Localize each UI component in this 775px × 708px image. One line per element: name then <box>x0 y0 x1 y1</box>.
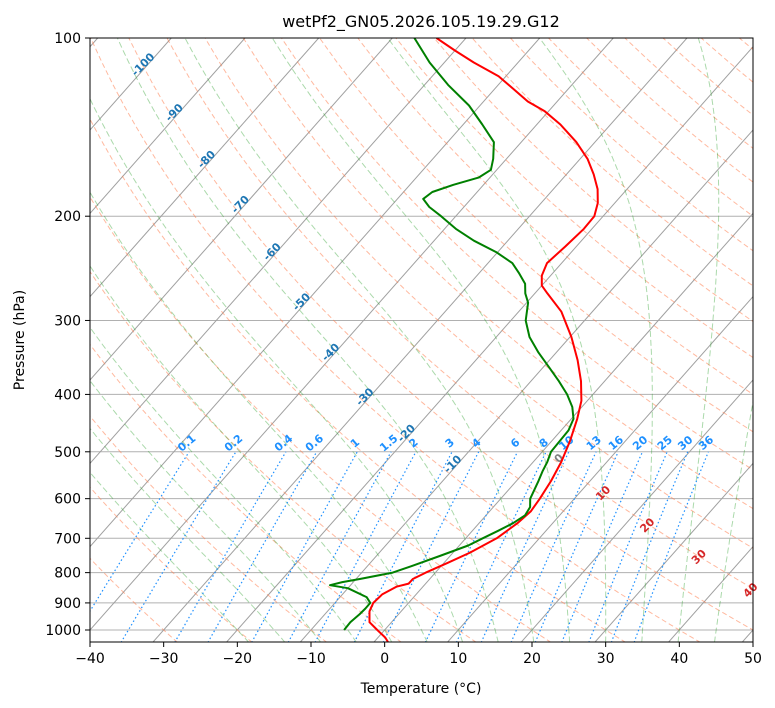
dewpoint-profile-line <box>329 38 575 631</box>
y-tick-label: 200 <box>54 209 81 225</box>
dry-adiabat <box>90 118 627 642</box>
dry-adiabat <box>90 270 477 642</box>
moist-adiabat <box>116 38 499 642</box>
isotherm--40 <box>90 38 614 631</box>
isotherm--30 <box>152 38 688 642</box>
dry-adiabat <box>204 38 753 549</box>
mixing-ratio-line <box>610 451 689 642</box>
mixing-ratio-line <box>510 451 597 642</box>
mixing-ratio-line <box>287 451 392 642</box>
dry-adiabat <box>90 195 552 642</box>
mixing-ratio-line <box>251 451 358 642</box>
y-tick-label: 900 <box>54 596 81 612</box>
mixing-ratio-line <box>120 451 237 642</box>
moist-adiabat <box>271 38 571 642</box>
dry-adiabat <box>90 38 701 642</box>
moist-adiabat <box>677 38 720 642</box>
background-lines <box>90 38 753 642</box>
x-tick-label: 10 <box>449 651 467 667</box>
plot-frame <box>89 37 754 643</box>
pressure-gridlines <box>90 37 753 631</box>
mixing-ratio-line <box>534 451 619 642</box>
moist-adiabat <box>714 398 753 642</box>
x-tick-label: 40 <box>670 651 688 667</box>
isotherm-20 <box>520 379 753 642</box>
moist-adiabat <box>90 326 357 642</box>
axis-ticks: −40 −30 −20 −10 0 10 20 30 40 50 100 200 300 400 500 60… <box>45 31 762 667</box>
moist-adiabat <box>90 97 464 642</box>
dry-adiabat <box>395 38 753 359</box>
y-tick-label: 400 <box>54 387 81 403</box>
x-axis-label: Temperature (°C) <box>360 681 482 697</box>
moist-adiabat <box>90 379 322 642</box>
isotherm-0 <box>373 212 753 642</box>
y-tick-label: 700 <box>54 531 81 547</box>
isotherm--90 <box>90 38 246 215</box>
mixing-ratio-line <box>480 451 570 642</box>
profile-series <box>329 38 599 642</box>
x-tick-label: 50 <box>744 651 762 667</box>
mixing-ratio-line <box>633 451 709 642</box>
isotherm--70 <box>90 38 393 381</box>
moist-adiabat <box>90 265 393 642</box>
plot-background <box>90 38 753 642</box>
moist-adiabat <box>539 38 653 642</box>
isotherm--60 <box>90 38 467 465</box>
mixing-ratio-line <box>561 451 644 642</box>
y-tick-label: 300 <box>54 313 81 329</box>
temperature-profile-line <box>368 38 599 642</box>
x-tick-label: 0 <box>380 651 389 667</box>
dry-adiabat <box>357 38 753 395</box>
moist-adiabat <box>184 38 535 642</box>
isotherm--80 <box>90 38 320 298</box>
mixing-ratio-line <box>90 451 190 613</box>
y-tick-label: 800 <box>54 566 81 582</box>
y-tick-label: 500 <box>54 445 81 461</box>
isotherm--20 <box>225 45 753 642</box>
dry-adiabat <box>90 343 402 642</box>
dry-adiabat <box>281 38 753 471</box>
x-tick-label: −30 <box>149 651 179 667</box>
y-tick-label: 1000 <box>45 623 81 639</box>
x-tick-label: 20 <box>523 651 541 667</box>
isotherm--10 <box>299 129 753 642</box>
dry-adiabat <box>242 38 753 510</box>
y-tick-label: 600 <box>54 492 81 508</box>
dry-adiabat <box>166 38 753 590</box>
chart-title: wetPf2_GN05.2026.105.19.29.G12 <box>282 12 560 32</box>
isotherm-30 <box>594 462 753 642</box>
x-tick-label: −10 <box>296 651 326 667</box>
mixing-ratio-line <box>382 451 480 642</box>
y-tick-label: 100 <box>54 31 81 47</box>
x-tick-label: 30 <box>597 651 615 667</box>
isotherm--50 <box>90 38 541 548</box>
x-tick-label: −20 <box>223 651 253 667</box>
mixing-ratio-line <box>588 451 668 642</box>
y-axis-label: Pressure (hPa) <box>12 290 28 390</box>
moist-adiabat <box>90 471 250 642</box>
x-tick-label: −40 <box>75 651 105 667</box>
moist-adiabat <box>90 427 286 642</box>
dry-adiabat <box>128 38 753 631</box>
isotherm-10 <box>446 295 753 642</box>
moist-adiabat <box>90 191 428 642</box>
dry-adiabat <box>90 415 328 642</box>
